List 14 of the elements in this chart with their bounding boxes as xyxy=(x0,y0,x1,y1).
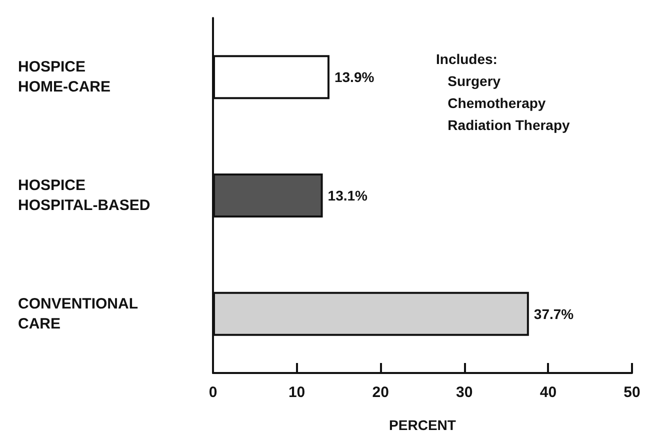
x-tick-label: 30 xyxy=(456,384,473,401)
y-tick-label: CONVENTIONAL CARE xyxy=(18,295,138,332)
x-axis-title: PERCENT xyxy=(389,417,456,433)
annotation: Includes: Surgery Chemotherapy Radiation Therapy xyxy=(436,51,570,133)
x-tick-label: 50 xyxy=(624,384,640,401)
y-tick-label: HOSPICE HOME-CARE xyxy=(18,58,110,96)
data-label: 13.1% xyxy=(328,188,368,204)
data-label: 13.9% xyxy=(334,69,375,86)
y-tick-label: HOSPICE HOSPITAL-BASED xyxy=(18,177,150,214)
x-tick-label: 20 xyxy=(372,384,389,401)
x-tick-label: 10 xyxy=(288,384,306,401)
x-tick-label: 0 xyxy=(208,384,218,401)
data-label: 37.7% xyxy=(534,306,574,322)
x-tick-label: 40 xyxy=(540,384,557,401)
